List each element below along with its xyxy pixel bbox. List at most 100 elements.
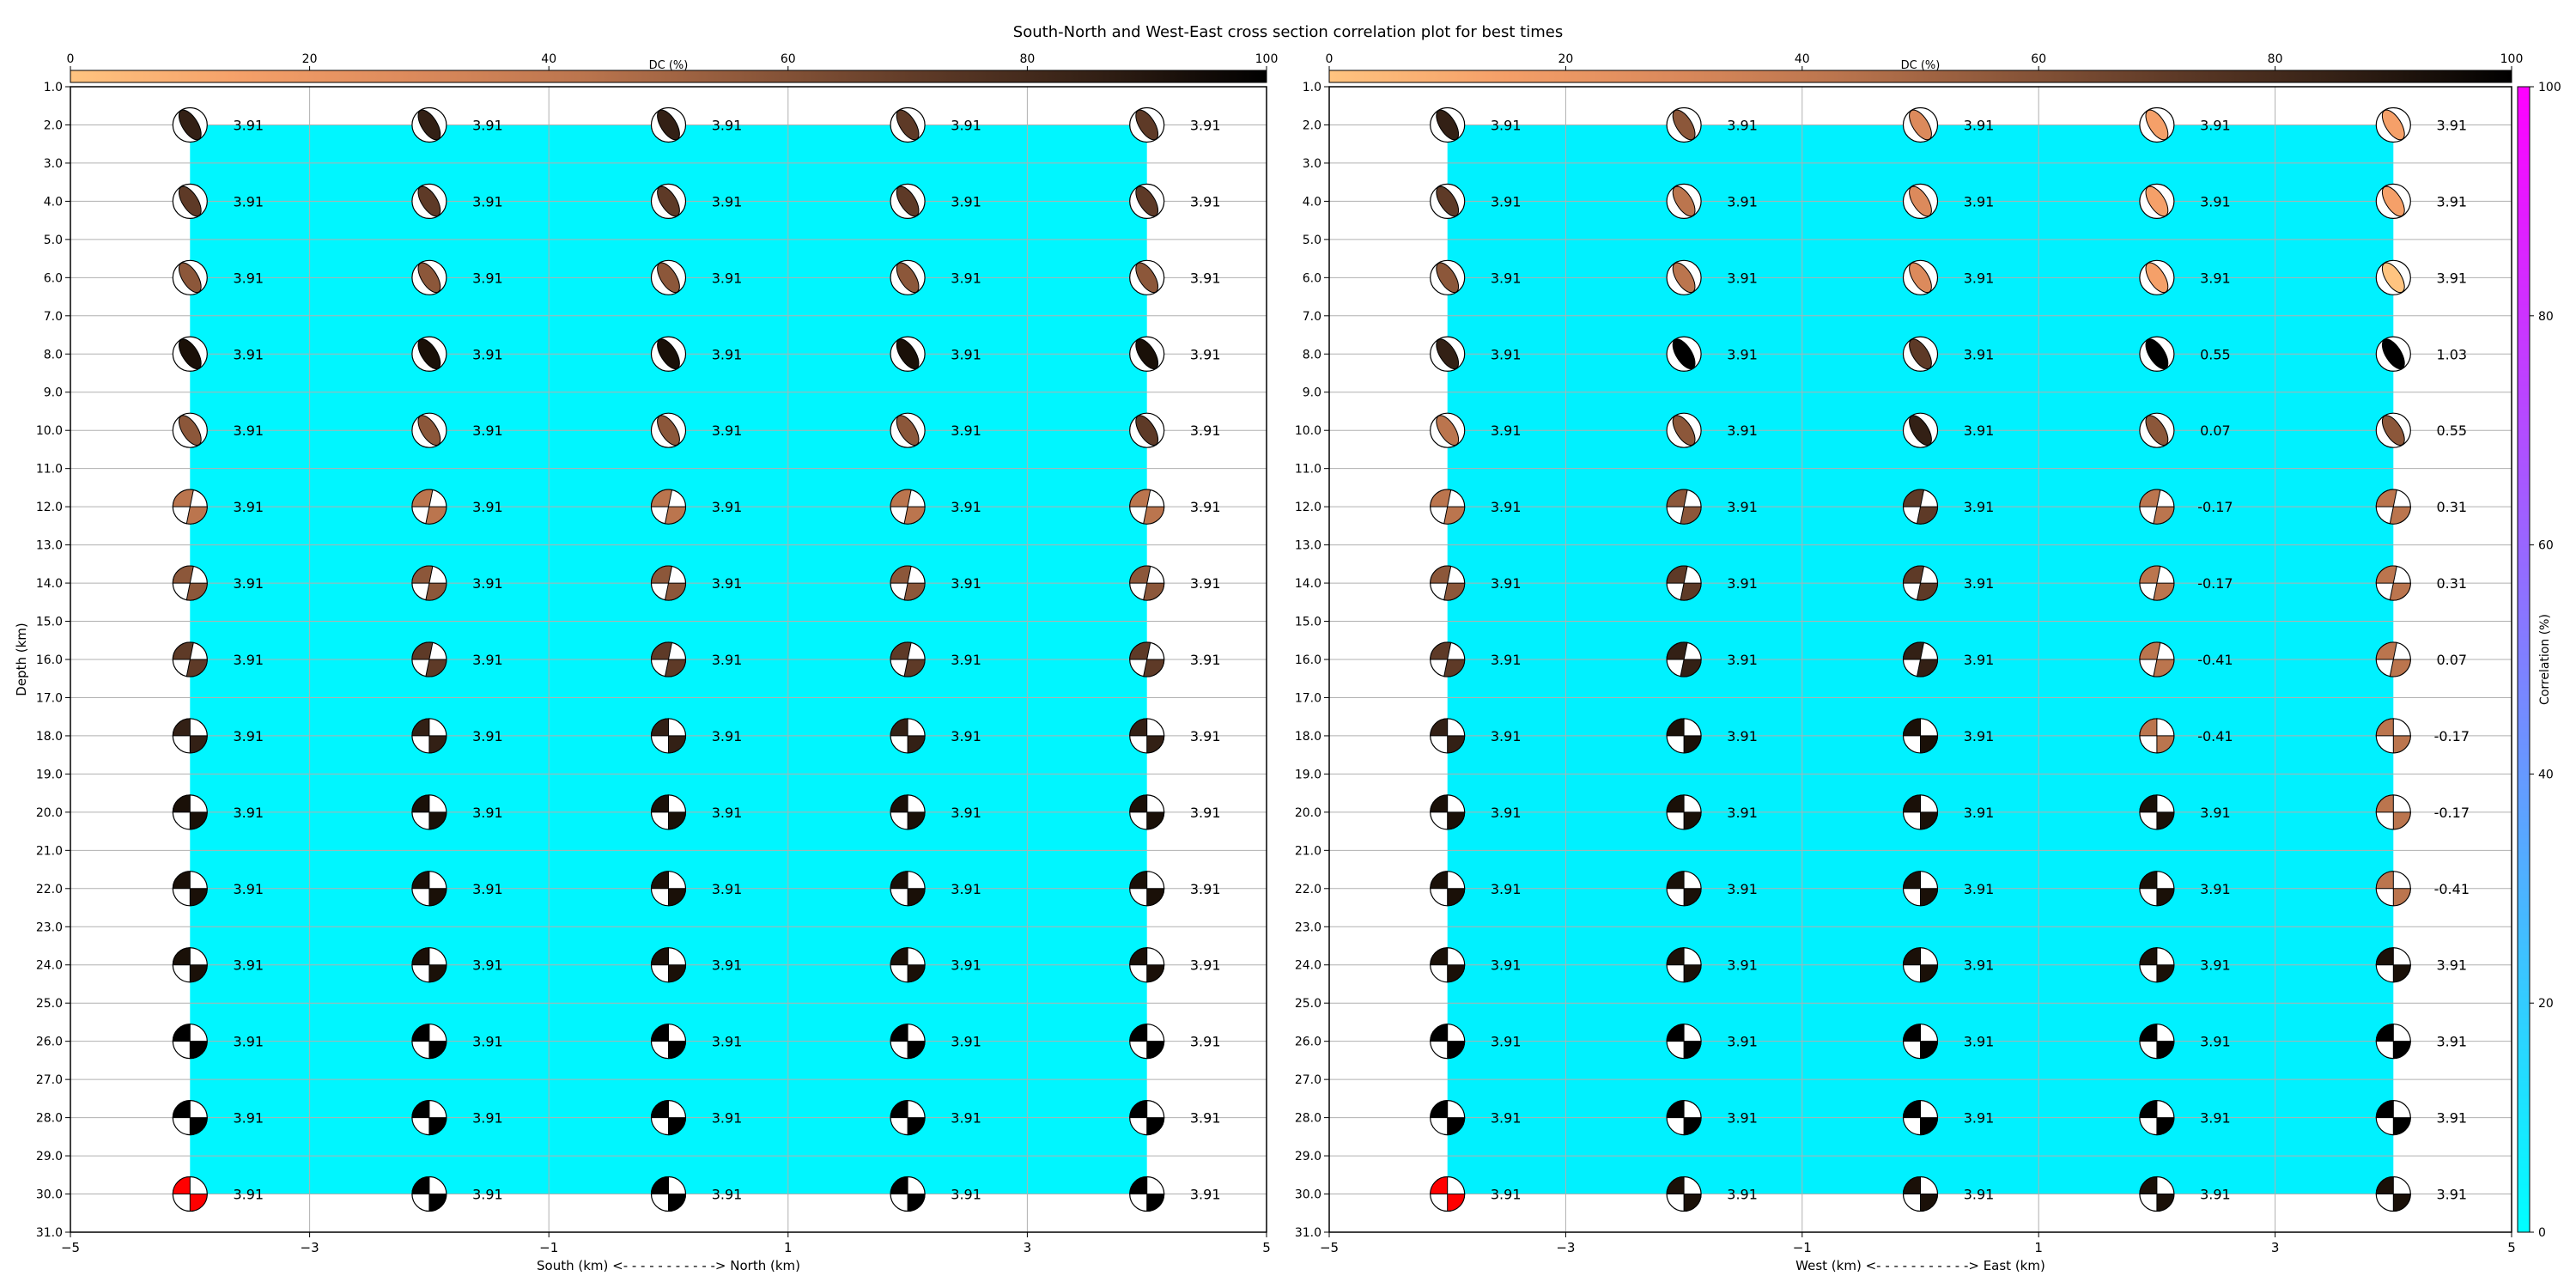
beachball-compression [411,1176,447,1212]
beachball [1129,947,1165,983]
correlation-value-label: 3.91 [1964,728,1995,744]
y-tick-label: 9.0 [1303,386,1321,400]
beachball-compression [1902,871,1939,907]
beachball-compression [1129,1100,1165,1136]
beachball-compression [2139,489,2175,525]
beachball-compression [657,185,680,217]
beachball-compression [2375,565,2411,601]
beachball-compression [1666,641,1702,677]
y-tick-label: 10.0 [36,424,63,438]
correlation-value-label: 3.91 [1964,652,1995,668]
correlation-value-label: 3.91 [2436,957,2467,974]
beachball-compression [1666,1100,1702,1136]
correlation-value-label: 3.91 [472,805,503,821]
correlation-value-label: 3.91 [472,1110,503,1127]
beachball [411,565,447,601]
y-tick-label: 11.0 [36,463,63,477]
correlation-value-label: 3.91 [233,805,264,821]
dc-colorbar-tick-label: 0 [67,52,75,66]
beachball [2375,565,2411,601]
beachball [172,947,208,983]
beachball-compression [172,1100,208,1136]
x-tick-label: 1 [784,1240,793,1255]
beachball [172,412,208,448]
beachball-compression [1909,262,1932,294]
beachball [1430,106,1466,143]
beachball [1666,565,1702,601]
correlation-value-label: 3.91 [472,117,503,133]
beachball [1902,1024,1939,1060]
correlation-value-label: 3.91 [233,193,264,210]
dc-colorbar-tick-label: 40 [541,52,556,66]
correlation-value-label: 3.91 [712,422,743,439]
beachball-compression [411,641,447,677]
beachball [650,641,687,677]
beachball [1430,565,1466,601]
beachball-compression [650,947,687,983]
correlation-value-label: 3.91 [1491,1034,1522,1050]
beachball [650,794,687,830]
y-tick-label: 24.0 [1295,959,1321,973]
beachball [1902,1099,1939,1136]
beachball-compression [1666,1176,1702,1212]
beachball-compression [1902,641,1939,677]
beachball [411,641,447,677]
y-tick-label: 9.0 [44,386,63,400]
beachball [1129,641,1165,677]
correlation-value-label: 3.91 [233,881,264,897]
y-tick-label: 14.0 [36,577,63,591]
beachball-compression [172,641,208,677]
beachball-compression [650,489,687,525]
correlation-value-label: 3.91 [1964,422,1995,439]
beachball [2139,489,2175,525]
beachball-compression [657,109,680,141]
beachball-compression [1909,415,1932,446]
beachball [890,947,926,983]
y-tick-label: 26.0 [1295,1036,1321,1049]
correlation-value-label: 3.91 [1190,728,1221,744]
beachball-compression [1430,1176,1466,1212]
beachball [1430,259,1466,295]
beachball-compression [411,489,447,525]
x-axis-label: West (km) <- - - - - - - - - - -> East (… [1795,1258,2045,1273]
correlation-value-label: 0.07 [2200,422,2231,439]
correlation-value-label: 3.91 [472,575,503,592]
beachball-compression [2381,185,2405,217]
beachball-compression [2139,794,2175,830]
y-tick-label: 16.0 [36,653,63,667]
beachball-compression [1436,338,1460,370]
beachball [890,1099,926,1136]
beachball-compression [890,871,926,907]
beachball [2139,565,2175,601]
beachball-compression [1129,641,1165,677]
correlation-value-label: 3.91 [712,117,743,133]
beachball [1902,718,1939,754]
y-tick-label: 31.0 [1295,1226,1321,1240]
beachball-compression [1129,565,1165,601]
beachball-compression [2381,415,2405,446]
beachball [2139,641,2175,677]
correlation-value-label: 3.91 [1727,193,1758,210]
beachball [1129,336,1165,372]
correlation-value-label: 3.91 [1964,1110,1995,1127]
x-tick-label: −3 [1556,1240,1575,1255]
y-tick-label: 19.0 [1295,768,1321,781]
beachball-compression [2375,1100,2411,1136]
beachball-compression [896,109,920,141]
correlation-value-label: 3.91 [951,117,981,133]
correlation-value-label: 3.91 [1727,1187,1758,1203]
correlation-value-label: 3.91 [2200,1034,2231,1050]
beachball-compression [1135,262,1159,294]
beachball-compression [1135,109,1159,141]
beachball-compression [2375,947,2411,983]
beachball [890,565,926,601]
beachball-compression [2381,338,2405,370]
correlation-value-label: 3.91 [712,1034,743,1050]
beachball [1902,1176,1939,1212]
beachball-compression [2375,871,2411,907]
dc-colorbar-tick-label: 100 [2500,52,2524,66]
beachball [1902,871,1939,907]
beachball-compression [1436,262,1460,294]
beachball [1129,794,1165,830]
